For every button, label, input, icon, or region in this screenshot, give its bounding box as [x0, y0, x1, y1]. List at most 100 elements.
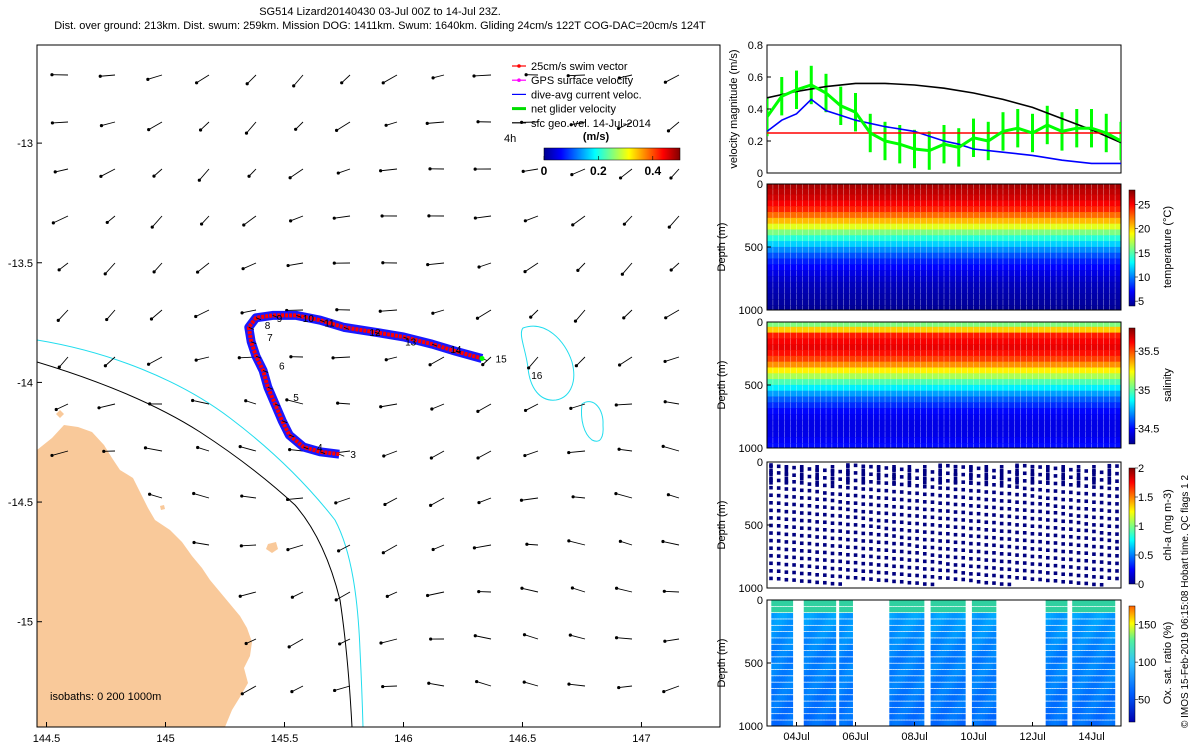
chl-point — [1046, 510, 1050, 515]
ox-point — [913, 644, 917, 651]
ox-point — [894, 600, 898, 606]
data-cell — [891, 188, 897, 196]
geo-arrow — [288, 638, 304, 648]
chl-point — [799, 564, 804, 568]
data-cell — [891, 332, 897, 340]
ox-point — [930, 631, 934, 638]
ox-point — [938, 606, 942, 613]
colorbar-gradient — [1128, 327, 1136, 445]
ox-point — [771, 631, 775, 638]
ox-point — [824, 720, 829, 726]
ox-point — [847, 688, 851, 695]
chl-point — [946, 471, 950, 476]
ox-point — [946, 663, 950, 670]
geo-arrow-head — [97, 406, 101, 410]
geo-arrow — [427, 591, 445, 596]
data-cell — [1062, 194, 1068, 202]
data-cell — [944, 437, 950, 444]
data-cell — [832, 252, 838, 260]
ox-point — [935, 638, 940, 644]
data-cell — [1020, 419, 1027, 427]
chl-point — [1061, 549, 1065, 554]
data-cell — [955, 425, 962, 433]
data-cell — [837, 355, 844, 363]
chl-point — [823, 550, 827, 555]
ox-point — [913, 701, 917, 708]
legend-label: dive-avg current veloc. — [531, 89, 642, 101]
data-cell — [1115, 367, 1121, 374]
data-cell — [826, 379, 832, 386]
chl-point — [823, 468, 827, 473]
data-cell — [1003, 235, 1009, 242]
data-cell — [832, 299, 838, 306]
chl-point — [992, 566, 996, 570]
data-cell — [1103, 402, 1110, 409]
data-cell — [773, 270, 779, 277]
chl-point — [830, 528, 835, 533]
data-cell — [773, 338, 779, 345]
data-cell — [1050, 194, 1056, 202]
chl-point — [976, 534, 981, 539]
data-cell — [767, 281, 773, 289]
ox-point — [933, 600, 937, 606]
data-cell — [832, 217, 838, 225]
data-cell — [950, 235, 956, 242]
data-cell — [1056, 350, 1062, 357]
ox-point — [787, 682, 791, 689]
geo-arrow-head — [475, 316, 480, 320]
chl-point — [815, 565, 819, 570]
geo-arrow — [618, 121, 633, 129]
ox-point — [822, 631, 826, 638]
chl-point — [992, 551, 996, 555]
chl-point — [999, 574, 1004, 579]
geo-arrow-head — [194, 358, 198, 362]
ox-point — [819, 644, 823, 651]
data-cell — [1068, 390, 1074, 398]
geo-arrow-head — [521, 169, 525, 174]
data-cell — [1009, 194, 1015, 202]
ox-point — [847, 638, 851, 644]
chl-point — [1115, 479, 1119, 483]
colorbar-tick-label: 0.5 — [1138, 550, 1153, 562]
ox-point — [832, 688, 837, 695]
data-cell — [1014, 322, 1021, 328]
data-cell — [1073, 270, 1080, 277]
data-cell — [891, 326, 897, 334]
geo-arrow-head — [149, 317, 154, 321]
data-cell — [1026, 264, 1033, 271]
chl-point — [969, 526, 973, 531]
y-tick-label: 0 — [757, 457, 763, 469]
geo-arrow-head — [294, 127, 298, 131]
ox-point — [819, 650, 823, 657]
chl-point — [1015, 538, 1019, 542]
chl-point — [838, 469, 842, 474]
data-cell — [938, 229, 944, 236]
chl-point — [892, 481, 896, 485]
data-cell — [1009, 379, 1015, 386]
chl-point — [922, 492, 927, 497]
geo-arrow-head — [384, 358, 388, 362]
chl-point — [915, 536, 919, 541]
data-cell — [1020, 390, 1027, 398]
data-cell — [1103, 390, 1110, 398]
ox-point — [814, 663, 818, 670]
data-cell — [1073, 338, 1080, 345]
chl-point — [1053, 496, 1058, 501]
data-cell — [879, 235, 885, 242]
data-cell — [973, 188, 980, 196]
dive-label: 7 — [267, 333, 273, 344]
data-cell — [855, 413, 862, 421]
data-cell — [973, 264, 980, 271]
chl-point — [938, 465, 942, 469]
geo-arrow-head — [569, 406, 573, 410]
data-cell — [967, 281, 974, 289]
ox-point — [946, 688, 950, 695]
data-cell — [814, 188, 820, 196]
ox-point — [781, 676, 786, 682]
data-cell — [767, 326, 773, 334]
data-cell — [932, 437, 938, 444]
data-cell — [908, 425, 915, 433]
chl-point — [984, 535, 989, 540]
data-cell — [961, 188, 968, 196]
